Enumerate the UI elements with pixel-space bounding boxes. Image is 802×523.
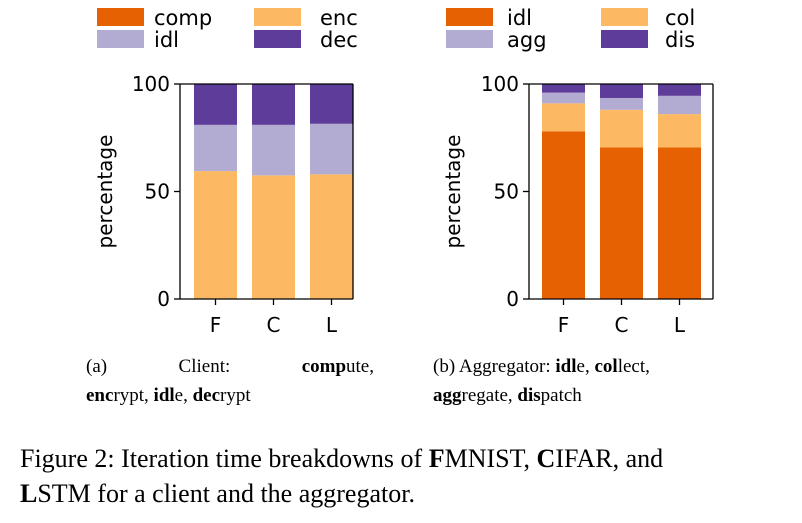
figure-caption-prefix: Figure 2: Iteration time breakdowns of <box>20 444 429 473</box>
subcaption-a-rest4: rypt <box>220 385 251 406</box>
bar-dis-C <box>600 84 643 98</box>
legend-label-agg: agg <box>507 28 547 52</box>
y-tick-label-0: 0 <box>506 287 519 311</box>
bar-agg-L <box>658 95 701 115</box>
y-axis-label: percentage <box>441 135 465 249</box>
subcaption-b-rest1: e, <box>576 356 595 377</box>
x-tick-label-F: F <box>558 313 570 337</box>
subcaption-a: (a) Client: compute, encrypt, idle, decr… <box>86 352 376 410</box>
legend-swatch-dis <box>601 30 648 48</box>
x-tick-label-C: C <box>267 313 281 337</box>
legend-label-idl: idl <box>507 6 532 30</box>
subcaption-b-key1: idl <box>555 356 577 377</box>
y-tick-label-50: 50 <box>494 180 519 204</box>
subcaption-a-rest2: rypt, <box>113 385 154 406</box>
subcaption-b-rest2: lect, <box>617 356 650 377</box>
legend-label-dis: dis <box>665 28 695 52</box>
bar-dis-L <box>658 84 701 96</box>
figure-caption-key3: L <box>20 479 38 508</box>
bar-dec-L <box>310 84 353 124</box>
subcaption-b-key4: dis <box>517 385 541 406</box>
figure-caption-key1: F <box>428 444 445 473</box>
y-axis-label: percentage <box>93 135 117 249</box>
legend-swatch-col <box>601 8 648 26</box>
legend-label-dec: dec <box>320 28 358 52</box>
bar-agg-F <box>542 92 585 104</box>
bar-col-F <box>542 103 585 132</box>
subcaption-a-key2: enc <box>86 385 114 406</box>
subcaption-a-key1: comp <box>301 356 347 377</box>
subcaption-a-label: (a) <box>86 356 108 377</box>
x-tick-label-F: F <box>210 313 222 337</box>
y-tick-label-100: 100 <box>132 72 170 96</box>
figure-caption: Figure 2: Iteration time breakdowns of F… <box>20 441 790 511</box>
bar-dec-F <box>194 84 237 125</box>
subcaption-a-key3: idl <box>153 385 175 406</box>
subcaption-b-key3: agg <box>433 385 462 406</box>
bar-idl-L <box>658 147 701 299</box>
bar-dis-F <box>542 84 585 93</box>
figure-caption-rest3: STM for a client and the aggregator. <box>37 479 415 508</box>
bar-enc-F <box>194 171 237 299</box>
subcaption-a-rest3: e, <box>174 385 193 406</box>
figure-caption-key2: C <box>536 444 556 473</box>
y-tick-label-50: 50 <box>145 180 170 204</box>
subcaption-b-rest3: regate, <box>461 385 518 406</box>
subcaption-b: (b) Aggregator: idle, collect, aggregate… <box>433 352 753 410</box>
legend-label-enc: enc <box>320 6 358 30</box>
legend-label-idl: idl <box>154 28 179 52</box>
bar-idl-F <box>542 131 585 299</box>
x-tick-label-L: L <box>674 313 686 337</box>
legend-swatch-agg <box>446 30 493 48</box>
figure-caption-rest1: MNIST, <box>444 444 537 473</box>
subcaption-a-key4: dec <box>192 385 221 406</box>
bar-idl-L <box>310 123 353 175</box>
subcaption-b-label: (b) Aggregator: <box>433 356 556 377</box>
x-tick-label-C: C <box>615 313 629 337</box>
legend-swatch-dec <box>254 30 301 48</box>
subcaption-a-rest1: ute, <box>346 356 374 377</box>
subcaption-b-rest4: patch <box>540 385 582 406</box>
legend-label-comp: comp <box>154 6 212 30</box>
figure-caption-rest2: IFAR, and <box>555 444 664 473</box>
subcaption-b-key2: col <box>594 356 618 377</box>
legend-swatch-idl <box>446 8 493 26</box>
bar-enc-C <box>252 175 295 299</box>
bar-agg-C <box>600 97 643 110</box>
subcaption-a-word: Client: <box>178 356 231 377</box>
legend-swatch-comp <box>97 8 144 26</box>
bar-idl-C <box>600 147 643 299</box>
x-tick-label-L: L <box>326 313 338 337</box>
y-tick-label-0: 0 <box>157 287 170 311</box>
legend-label-col: col <box>665 6 695 30</box>
bar-dec-C <box>252 84 295 125</box>
legend-swatch-enc <box>254 8 301 26</box>
bar-col-L <box>658 114 701 148</box>
bar-enc-L <box>310 174 353 299</box>
legend-swatch-idl <box>97 30 144 48</box>
bar-col-C <box>600 109 643 148</box>
y-tick-label-100: 100 <box>481 72 519 96</box>
bar-idl-C <box>252 124 295 176</box>
bar-idl-F <box>194 124 237 172</box>
